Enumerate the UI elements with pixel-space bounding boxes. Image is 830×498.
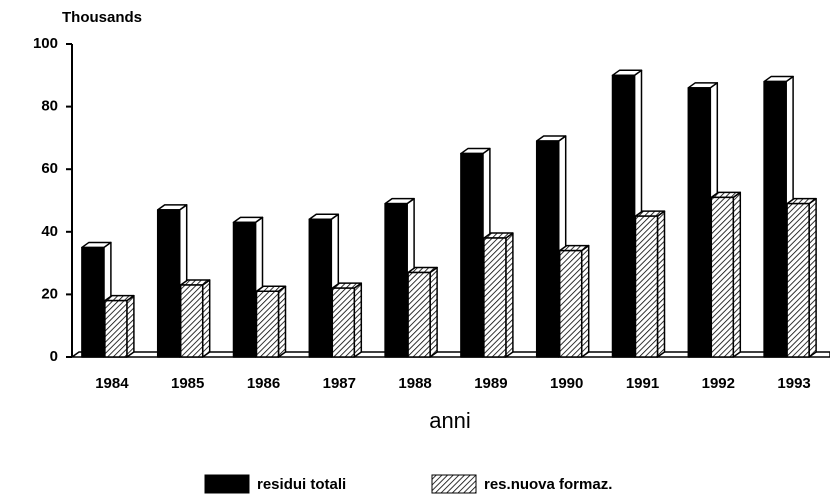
bar — [255, 285, 287, 358]
bar-side — [732, 191, 742, 358]
bar-front — [558, 249, 583, 358]
bar — [179, 279, 211, 358]
y-tick-label: 40 — [41, 223, 58, 240]
bar-side — [656, 210, 666, 358]
bar-side — [808, 197, 817, 358]
y-tick-label: 100 — [33, 35, 58, 52]
bar-side — [429, 266, 438, 358]
legend-swatch — [431, 474, 477, 494]
bar — [558, 244, 590, 358]
bar-front — [763, 80, 787, 358]
bar-side — [505, 232, 514, 358]
bar-front — [710, 196, 735, 358]
x-tick-label: 1988 — [398, 375, 431, 392]
x-tick-label: 1993 — [777, 375, 810, 392]
bar-front — [687, 87, 712, 358]
x-tick-label: 1984 — [95, 375, 129, 392]
bar-front — [81, 246, 105, 358]
bar — [483, 232, 514, 358]
x-tick-label: 1990 — [550, 375, 583, 392]
bar-front — [483, 237, 507, 358]
legend-label: res.nuova formaz. — [484, 476, 612, 493]
bar — [104, 294, 135, 358]
bar-front — [232, 221, 257, 358]
bar — [407, 266, 438, 358]
y-tick-label: 80 — [41, 98, 58, 115]
bar-front — [156, 209, 181, 358]
y-tick-label: 20 — [41, 285, 58, 302]
bar-side — [277, 285, 287, 358]
y-unit-label: Thousands — [62, 9, 142, 26]
bar-front — [331, 287, 356, 358]
bar — [81, 241, 112, 358]
bar-front — [384, 202, 408, 358]
bar-front — [634, 215, 659, 358]
bar-front — [611, 74, 636, 358]
x-tick-label: 1989 — [474, 375, 507, 392]
bar — [634, 210, 666, 358]
bar — [308, 213, 340, 358]
bar-side — [353, 282, 363, 358]
y-tick-label: 0 — [50, 348, 58, 365]
bar-side — [126, 294, 135, 358]
bar-side — [201, 279, 211, 358]
bar-front — [407, 271, 431, 358]
bar — [786, 197, 817, 358]
bar — [710, 191, 742, 358]
x-axis-label: anni — [429, 408, 471, 433]
bar-front — [179, 284, 204, 358]
bar-front — [786, 202, 810, 358]
x-tick-label: 1987 — [323, 375, 356, 392]
bar-side — [580, 244, 590, 358]
bar-front — [104, 299, 128, 358]
y-tick-label: 60 — [41, 160, 58, 177]
x-tick-label: 1985 — [171, 375, 204, 392]
legend-label: residui totali — [257, 476, 346, 493]
bar-front — [308, 218, 333, 358]
bar-front — [460, 152, 484, 358]
bar-front — [255, 290, 280, 358]
bar-front — [535, 140, 560, 358]
x-tick-label: 1991 — [626, 375, 659, 392]
bar — [331, 282, 363, 358]
legend-swatch — [204, 474, 250, 494]
x-tick-label: 1986 — [247, 375, 280, 392]
x-tick-label: 1992 — [702, 375, 735, 392]
